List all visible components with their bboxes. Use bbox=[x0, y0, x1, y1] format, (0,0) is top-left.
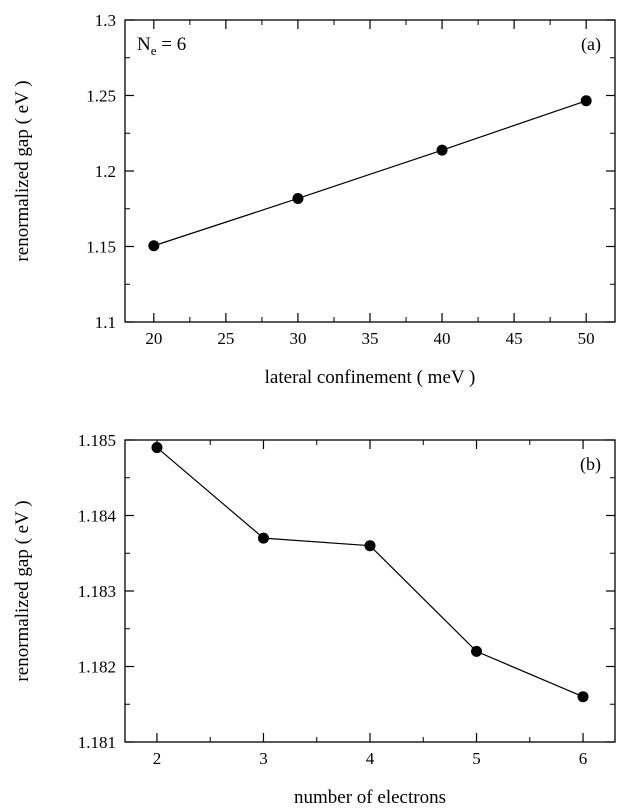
data-point bbox=[471, 645, 483, 657]
y-tick-label: 1.183 bbox=[78, 582, 116, 601]
data-point bbox=[151, 442, 163, 454]
x-tick-label: 35 bbox=[362, 329, 379, 348]
y-tick-label: 1.2 bbox=[95, 162, 116, 181]
annotation-subscript: e bbox=[151, 43, 157, 58]
y-tick-label: 1.181 bbox=[78, 733, 116, 752]
annotation-rest: = 6 bbox=[157, 34, 187, 55]
panel-a: 20 25 30 35 40 45 50 1.1 1.15 1.2 1.25 1.3 lateral c… bbox=[12, 11, 616, 388]
series-line bbox=[156, 447, 584, 698]
x-tick-label: 20 bbox=[145, 329, 162, 348]
x-tick-label: 45 bbox=[506, 329, 523, 348]
y-tick-label: 1.185 bbox=[78, 431, 116, 450]
x-axis-title: number of electrons bbox=[294, 787, 446, 808]
y-tick-label: 1.25 bbox=[86, 87, 116, 106]
x-tick-label: 30 bbox=[289, 329, 306, 348]
x-tick-label: 4 bbox=[366, 749, 375, 768]
x-tick-label: 3 bbox=[259, 749, 268, 768]
x-tick-label: 25 bbox=[217, 329, 234, 348]
data-point bbox=[436, 144, 448, 156]
panel-b: 2 3 4 5 6 1.181 1.182 1.183 1.184 1.185 number of … bbox=[12, 431, 616, 808]
x-tick-label: 50 bbox=[578, 329, 595, 348]
y-tick-label: 1.1 bbox=[95, 313, 116, 332]
y-tick-label: 1.15 bbox=[86, 238, 116, 257]
x-axis-title: lateral confinement ( meV ) bbox=[265, 367, 476, 388]
y-tick-label: 1.184 bbox=[78, 507, 117, 526]
annotation-main: N bbox=[137, 34, 151, 55]
y-axis-title: renormalized gap ( eV ) bbox=[12, 500, 33, 681]
x-tick-label: 40 bbox=[434, 329, 451, 348]
data-point bbox=[577, 691, 589, 703]
panel-label: (b) bbox=[580, 454, 601, 475]
x-tick-label: 2 bbox=[153, 749, 162, 768]
y-axis-title: renormalized gap ( eV ) bbox=[12, 80, 33, 261]
data-point bbox=[148, 240, 160, 252]
y-tick-label: 1.182 bbox=[78, 658, 116, 677]
electron-count-annotation: Ne = 6 bbox=[137, 34, 186, 58]
panel-label: (a) bbox=[581, 34, 601, 55]
data-point bbox=[580, 95, 592, 107]
data-point bbox=[292, 192, 304, 204]
data-point bbox=[364, 540, 376, 552]
plot-frame bbox=[124, 439, 616, 743]
x-tick-label: 5 bbox=[472, 749, 481, 768]
plot-frame bbox=[124, 19, 616, 323]
series-line bbox=[153, 100, 587, 247]
data-point bbox=[257, 532, 269, 544]
x-tick-label: 6 bbox=[579, 749, 588, 768]
y-tick-label: 1.3 bbox=[95, 11, 116, 30]
